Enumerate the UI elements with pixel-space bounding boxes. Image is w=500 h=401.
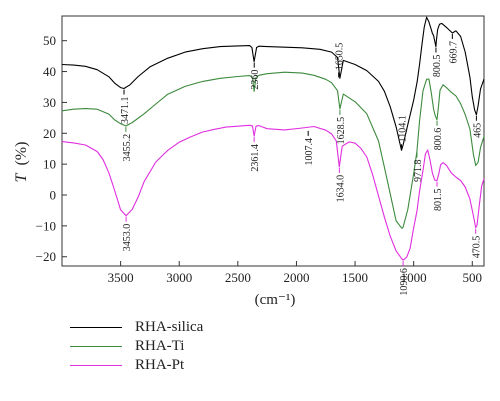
legend-item-rha-silica: RHA-silica [70,318,290,337]
x-tick-label: 500 [463,270,483,285]
peak-label: 801.5 [433,189,444,212]
legend-label-rha-pt: RHA-Pt [135,357,185,373]
legend-label-rha-ti: RHA-Ti [135,338,185,354]
y-axis-label-symbol: T [13,172,30,182]
peak-label: 3455.2 [122,134,133,162]
y-tick-label: 30 [43,95,56,110]
peak-annotations: 3471.1 2360 1650.5 1104.1 800.5 669.7 465 3455.… [120,33,483,296]
y-tick-label: 20 [43,126,56,141]
plot-frame [61,15,485,267]
peak-label: 1628.5 [336,117,347,144]
peak-label: 1634.0 [335,175,346,203]
peak-label: 800.6 [433,128,444,151]
x-axis-label: (cm⁻¹) [255,292,296,308]
peak-label: 2361.4 [250,144,261,172]
legend: RHA-silica RHA-Ti RHA-Pt [70,318,290,375]
legend-swatch-rha-ti [70,346,122,347]
y-axis: −20 −10 0 10 20 30 40 50 [36,33,67,264]
peak-label: 3453.0 [122,224,133,252]
peak-label: 1104.1 [397,115,408,142]
x-tick-label: 1000 [401,270,427,285]
series-line-rha-pt [61,124,485,261]
peak-label: 470.5 [472,236,483,258]
y-tick-label: 50 [43,33,56,48]
plot-border [61,15,485,267]
peak-label: 1007.4 [304,138,315,166]
peak-label: 1650.5 [335,43,346,71]
peak-label: 3471.1 [120,96,131,124]
x-tick-label: 1500 [342,270,368,285]
legend-swatch-rha-pt [70,365,122,366]
y-tick-label: 10 [43,157,56,172]
y-tick-label: 40 [43,64,56,79]
y-tick-label: −10 [36,218,56,233]
x-tick-label: 3500 [108,270,134,285]
legend-swatch-rha-silica [70,327,122,328]
x-tick-label: 2000 [283,270,309,285]
legend-item-rha-pt: RHA-Pt [70,356,290,375]
peak-label: 800.5 [432,55,443,78]
legend-item-rha-ti: RHA-Ti [70,337,290,356]
peak-label: 669.7 [448,41,459,64]
peak-label: 971.8 [413,159,424,182]
peak-label: 465 [472,123,483,138]
y-tick-label: −20 [36,249,56,264]
x-tick-label: 2500 [225,270,251,285]
y-axis-label-unit: (%) [13,142,30,166]
legend-label-rha-silica: RHA-silica [135,319,204,335]
peak-label: 2360 [250,70,261,90]
series-line-rha-silica [61,16,485,151]
x-axis: 3500 3000 2500 2000 1500 1000 500 [108,261,482,285]
peak-label: 1090.6 [399,268,410,296]
x-tick-label: 3000 [166,270,192,285]
series-line-rha-ti [61,71,485,229]
y-tick-label: 0 [50,188,57,203]
series-layer [61,16,485,261]
y-axis-label: T (%) [13,142,30,183]
